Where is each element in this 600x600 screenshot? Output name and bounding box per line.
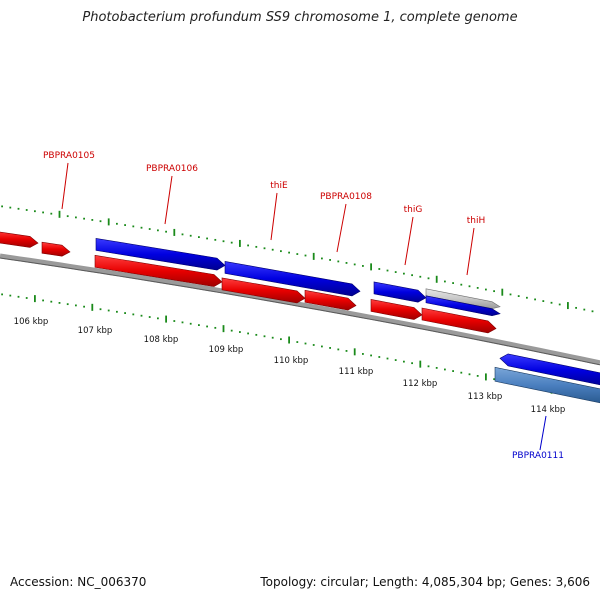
- gene-arrow: [224, 261, 361, 297]
- gene-arrow: [41, 241, 71, 257]
- lower-tick-dots: [1, 293, 594, 401]
- genome-backbone-shadow: [0, 257, 600, 366]
- accession-text: Accession: NC_006370: [10, 575, 147, 589]
- tick-label: 107 kbp: [78, 326, 113, 336]
- tick-label: 106 kbp: [14, 317, 49, 327]
- tick-label: 113 kbp: [468, 392, 503, 402]
- gene-label: thiG: [404, 205, 423, 215]
- gene-arrow: [425, 288, 501, 310]
- gene-leader-line: [61, 162, 69, 210]
- gene-arrow: [425, 295, 501, 317]
- gene-arrow: [95, 238, 226, 271]
- gene-arrow: [221, 277, 306, 304]
- gene-arrow: [304, 289, 357, 311]
- gene-leader-line: [466, 227, 475, 276]
- tick-label: 109 kbp: [209, 345, 244, 355]
- tick-label: 108 kbp: [144, 335, 179, 345]
- upper-tick-dots: [1, 205, 594, 313]
- gene-label: PBPRA0105: [43, 151, 95, 161]
- backbone-layer: [0, 253, 600, 366]
- gene-arrow: [373, 281, 427, 303]
- genome-backbone: [0, 253, 600, 366]
- gene-leader-line: [404, 216, 414, 266]
- gene-leader-line: [164, 175, 173, 225]
- gene-arrow: [370, 299, 423, 320]
- gene-arrow: [421, 307, 497, 334]
- gene-label: PBPRA0111: [512, 451, 564, 461]
- genes-layer: [0, 231, 600, 404]
- gene-leader-line: [270, 192, 278, 241]
- tick-label: 112 kbp: [403, 379, 438, 389]
- gene-leader-line: [539, 415, 547, 451]
- gene-label: PBPRA0108: [320, 192, 372, 202]
- gene-leader-line: [336, 203, 347, 253]
- gene-label: PBPRA0106: [146, 164, 198, 174]
- gene-label: thiH: [467, 216, 486, 226]
- topology-text: Topology: circular; Length: 4,085,304 bp…: [260, 575, 590, 589]
- labels-layer: 106 kbp 107 kbp 108 kbp 109 kbp 110 kbp 111 k…: [14, 151, 566, 461]
- map-title: Photobacterium profundum SS9 chromosome …: [82, 10, 518, 25]
- gene-arrow: [499, 353, 600, 386]
- tick-label: 110 kbp: [274, 356, 309, 366]
- gene-label: thiE: [270, 181, 288, 191]
- tick-label: 111 kbp: [339, 367, 374, 377]
- gene-arrow: [0, 231, 39, 248]
- gene-arrow: [494, 366, 600, 404]
- gene-arrow: [94, 254, 223, 287]
- tick-label: 114 kbp: [531, 405, 566, 415]
